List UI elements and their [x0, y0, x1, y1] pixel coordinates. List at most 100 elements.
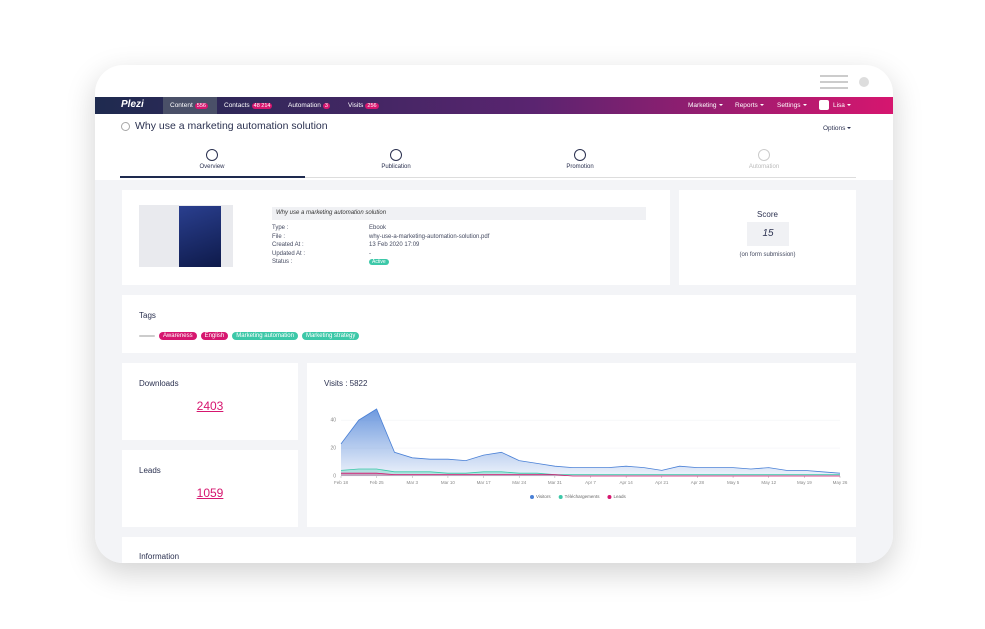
legend-label: Leads	[613, 494, 626, 499]
nav-item[interactable]: Visits 256	[348, 102, 379, 109]
x-tick-label: Apr 7	[585, 480, 596, 485]
legend-dot	[558, 495, 563, 499]
x-tick-label: Mar 31	[548, 480, 563, 485]
field-value: why-use-a-marketing-automation-solution.…	[369, 233, 490, 240]
y-tick-label: 20	[330, 445, 336, 451]
menu[interactable]: Settings	[777, 102, 807, 109]
menu[interactable]: Reports	[735, 102, 764, 109]
nav-label: Content	[170, 102, 193, 109]
x-tick-label: Apr 14	[620, 480, 634, 485]
information-title: Information	[139, 552, 180, 561]
x-tick-label: Mar 24	[512, 480, 527, 485]
hamburger-line	[820, 87, 848, 89]
step-label[interactable]: Automation	[748, 164, 780, 170]
legend-dot	[607, 495, 612, 499]
score-label: Score	[757, 210, 778, 219]
x-tick-label: Apr 21	[655, 480, 669, 485]
user-name: Lisa	[833, 102, 845, 109]
legend-label: Téléchargements	[565, 494, 601, 499]
tag-list: Awareness English Marketing automation Mark…	[139, 324, 363, 342]
nav-item[interactable]: Automation 3	[288, 102, 330, 109]
field-label: Updated At :	[272, 250, 306, 257]
x-tick-label: May 19	[797, 480, 812, 485]
menu[interactable]: Marketing	[688, 102, 723, 109]
content-card: Why use a marketing automation solution …	[122, 190, 670, 285]
add-tag[interactable]	[139, 335, 155, 337]
leads-label: Leads	[139, 466, 161, 475]
field-label: Created At :	[272, 242, 304, 248]
user-menu[interactable]: Lisa	[833, 102, 851, 109]
nav-badge: 48 214	[251, 103, 273, 109]
step-label[interactable]: Publication	[381, 164, 411, 170]
nav-label: Automation	[288, 102, 321, 109]
tag[interactable]: English	[200, 332, 229, 340]
nav-label: Visits	[348, 102, 364, 109]
content-title: Why use a marketing automation solution	[272, 207, 646, 220]
camera-dot	[859, 77, 869, 87]
information-card: Information	[122, 537, 856, 563]
device-frame: Plezi Content 556 Contacts 48 214 Automati…	[95, 65, 893, 563]
info-icon	[121, 122, 130, 131]
x-tick-label: May 5	[727, 480, 740, 485]
active-tab-bg	[163, 97, 217, 114]
nav-label: Contacts	[224, 102, 250, 109]
field-value: 13 Feb 2020 17:09	[369, 242, 420, 248]
step-circle[interactable]	[758, 149, 770, 161]
area-fill	[341, 473, 840, 476]
x-tick-label: Feb 18	[334, 480, 349, 485]
stepper-line	[120, 177, 856, 178]
downloads-label: Downloads	[139, 379, 179, 388]
downloads-card: Downloads 2403	[122, 363, 298, 440]
field-value: Ebook	[369, 225, 387, 231]
options-label: Options	[823, 125, 846, 132]
hamburger-line	[820, 75, 848, 77]
score-card: Score 15 (on form submission)	[679, 190, 856, 285]
x-tick-label: May 12	[761, 480, 776, 485]
menu-label: Reports	[735, 102, 758, 109]
x-tick-label: Feb 25	[370, 480, 385, 485]
nav-badge: 256	[365, 103, 379, 109]
nav-item[interactable]: Contacts 48 214	[224, 102, 273, 109]
options-menu[interactable]: Options	[823, 125, 852, 132]
field-label: File :	[272, 233, 286, 240]
leads-value[interactable]: 1059	[196, 486, 224, 500]
avatar	[819, 100, 829, 110]
x-tick-label: May 26	[833, 480, 848, 485]
step-circle[interactable]	[574, 149, 586, 161]
tag[interactable]: Awareness	[159, 332, 197, 340]
menu-label: Marketing	[688, 102, 717, 109]
field-label: Status :	[272, 259, 293, 265]
nav-badge: 556	[194, 103, 208, 109]
step-label[interactable]: Overview	[199, 164, 225, 170]
tags-label: Tags	[139, 311, 156, 320]
nav-badge: 3	[322, 103, 330, 109]
legend-label: Visitors	[536, 494, 551, 499]
logo: Plezi	[121, 99, 144, 110]
nav-item[interactable]: Content 556	[170, 102, 208, 109]
leads-card: Leads 1059	[122, 450, 298, 527]
y-tick-label: 40	[330, 417, 336, 423]
field-label: Type :	[272, 225, 289, 231]
y-tick-label: 0	[333, 473, 336, 479]
series-line	[340, 468, 840, 475]
ebook-cover	[179, 206, 221, 267]
step-circle[interactable]	[390, 149, 402, 161]
series-line	[341, 472, 840, 477]
page-title: Why use a marketing automation solution	[135, 120, 328, 132]
status-pill: Active	[369, 259, 389, 265]
chart: 0 20 40 Feb 18 Feb 25 Mar 3 Mar 10 Mar 17 Mar 24…	[330, 408, 848, 499]
menu-label: Settings	[777, 102, 801, 109]
tag[interactable]: Marketing automation	[232, 332, 298, 340]
chart-title: Visits : 5822	[324, 379, 368, 388]
score-note: (on form submission)	[739, 252, 796, 258]
tag[interactable]: Marketing strategy	[301, 332, 360, 340]
downloads-value[interactable]: 2403	[196, 399, 224, 413]
x-tick-label: Mar 3	[407, 480, 419, 485]
legend-dot	[530, 495, 534, 499]
tags-card: Tags Awareness English Marketing automatio…	[122, 295, 856, 353]
step-label[interactable]: Promotion	[566, 164, 594, 170]
step-circle[interactable]	[206, 149, 218, 161]
x-tick-label: Mar 17	[477, 480, 492, 485]
hamburger-line	[820, 81, 848, 83]
